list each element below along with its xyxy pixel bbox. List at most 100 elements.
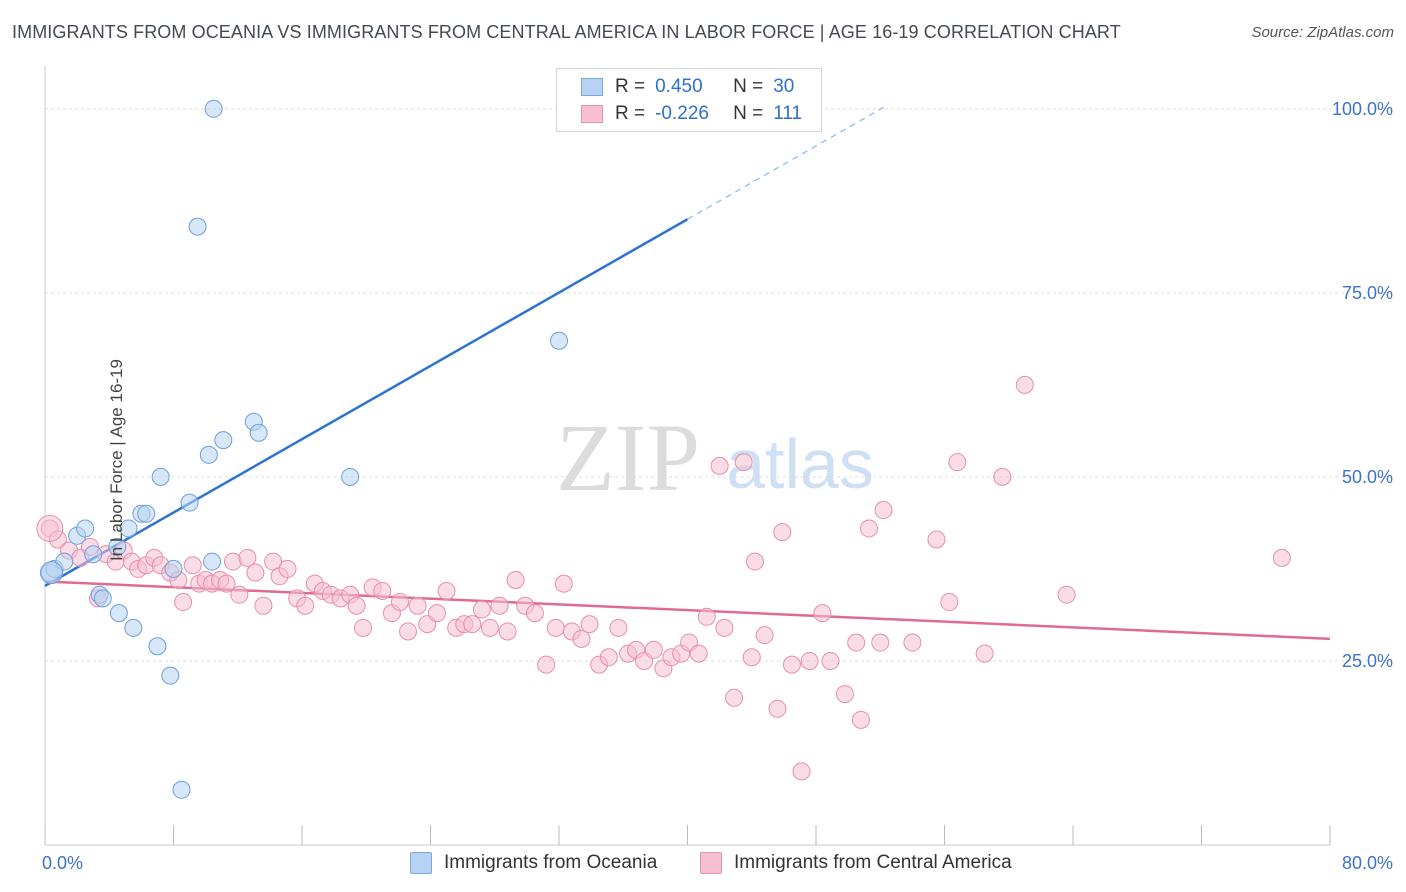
point-oceania <box>39 561 63 585</box>
point-oceania <box>151 467 170 486</box>
point-oceania <box>180 493 199 512</box>
axes <box>44 66 1331 846</box>
legend-item-oceania: Immigrants from Oceania <box>410 852 657 874</box>
point-central-america <box>993 467 1012 486</box>
legend-label-oceania: Immigrants from Oceania <box>444 852 658 873</box>
point-central-america <box>768 699 787 718</box>
point-central-america <box>800 651 819 670</box>
point-central-america <box>715 618 734 637</box>
trend-line-oceania <box>44 218 689 587</box>
y-axis-label: In Labor Force | Age 16-19 <box>106 359 126 561</box>
point-central-america <box>903 633 922 652</box>
legend-row-central-america: R = -0.226 N = 111 <box>581 101 802 127</box>
point-central-america <box>174 593 193 612</box>
trend-lines <box>44 104 1331 641</box>
legend-swatch-blue <box>410 852 432 874</box>
trend-line-oceania-extension <box>687 104 889 220</box>
y-tick-label: 50.0% <box>1342 467 1393 487</box>
point-central-america <box>927 530 946 549</box>
legend-r-label: R = <box>615 76 646 97</box>
tick-labels: 25.0% 50.0% 75.0% 100.0% 0.0% 80.0% <box>42 99 1393 873</box>
point-oceania <box>164 559 183 578</box>
point-central-america <box>554 574 573 593</box>
legend-n-value: 30 <box>773 76 795 97</box>
data-points <box>36 99 1291 799</box>
point-central-america <box>230 585 249 604</box>
point-oceania <box>108 537 127 556</box>
point-central-america <box>871 633 890 652</box>
point-central-america <box>254 596 273 615</box>
point-central-america <box>599 648 618 667</box>
point-oceania <box>76 519 95 538</box>
point-oceania <box>214 431 233 450</box>
point-oceania <box>124 618 143 637</box>
point-central-america <box>463 615 482 634</box>
point-central-america <box>408 596 427 615</box>
y-tick-label: 25.0% <box>1342 651 1393 671</box>
point-oceania <box>109 604 128 623</box>
point-central-america <box>525 604 544 623</box>
point-oceania <box>137 504 156 523</box>
point-central-america <box>347 596 366 615</box>
legend-label-central-america: Immigrants from Central America <box>734 852 1012 873</box>
point-central-america <box>860 519 879 538</box>
point-central-america <box>948 453 967 472</box>
legend-r-value: 0.450 <box>655 76 703 97</box>
grid <box>45 108 1392 662</box>
legend-n-value: 111 <box>773 103 803 124</box>
point-central-america <box>537 655 556 674</box>
point-central-america <box>734 453 753 472</box>
point-oceania <box>161 666 180 685</box>
point-central-america <box>217 574 236 593</box>
point-central-america <box>373 582 392 601</box>
point-oceania <box>84 545 103 564</box>
point-oceania <box>341 467 360 486</box>
point-central-america <box>792 762 811 781</box>
point-central-america <box>689 644 708 663</box>
point-central-america <box>725 688 744 707</box>
point-central-america <box>609 618 628 637</box>
legend-n-label: N = <box>733 76 764 97</box>
point-central-america <box>238 548 257 567</box>
point-central-america <box>580 615 599 634</box>
point-central-america <box>296 596 315 615</box>
legend-row-oceania: R = 0.450 N = 30 <box>581 74 794 100</box>
x-tick-label: 0.0% <box>42 853 83 873</box>
stats-legend: R = 0.450 N = 30 R = -0.226 N = 111 <box>556 68 822 132</box>
point-central-america <box>851 710 870 729</box>
point-central-america <box>36 514 64 542</box>
point-central-america <box>546 618 565 637</box>
point-central-america <box>874 501 893 520</box>
trend-line-central-america <box>44 580 1331 641</box>
point-central-america <box>697 607 716 626</box>
y-tick-label: 75.0% <box>1342 283 1393 303</box>
point-central-america <box>480 618 499 637</box>
legend-swatch-pink <box>700 852 722 874</box>
point-central-america <box>821 651 840 670</box>
legend-swatch-blue <box>581 78 603 96</box>
point-central-america <box>399 622 418 641</box>
point-central-america <box>710 456 729 475</box>
point-oceania <box>204 99 223 118</box>
point-central-america <box>490 596 509 615</box>
point-central-america <box>1272 548 1291 567</box>
point-central-america <box>644 640 663 659</box>
point-central-america <box>498 622 517 641</box>
point-central-america <box>975 644 994 663</box>
point-central-america <box>835 685 854 704</box>
point-central-america <box>183 556 202 575</box>
legend-swatch-pink <box>581 105 603 123</box>
source-label: Source: ZipAtlas.com <box>1251 24 1394 41</box>
point-central-america <box>572 629 591 648</box>
point-oceania <box>199 445 218 464</box>
point-oceania <box>119 519 138 538</box>
legend-r-value: -0.226 <box>655 103 709 124</box>
legend-r-label: R = <box>615 103 646 124</box>
y-tick-label: 100.0% <box>1332 99 1393 119</box>
point-oceania <box>203 552 222 571</box>
point-central-america <box>427 604 446 623</box>
legend-n-label: N = <box>733 103 764 124</box>
point-central-america <box>390 593 409 612</box>
point-oceania <box>550 331 568 350</box>
